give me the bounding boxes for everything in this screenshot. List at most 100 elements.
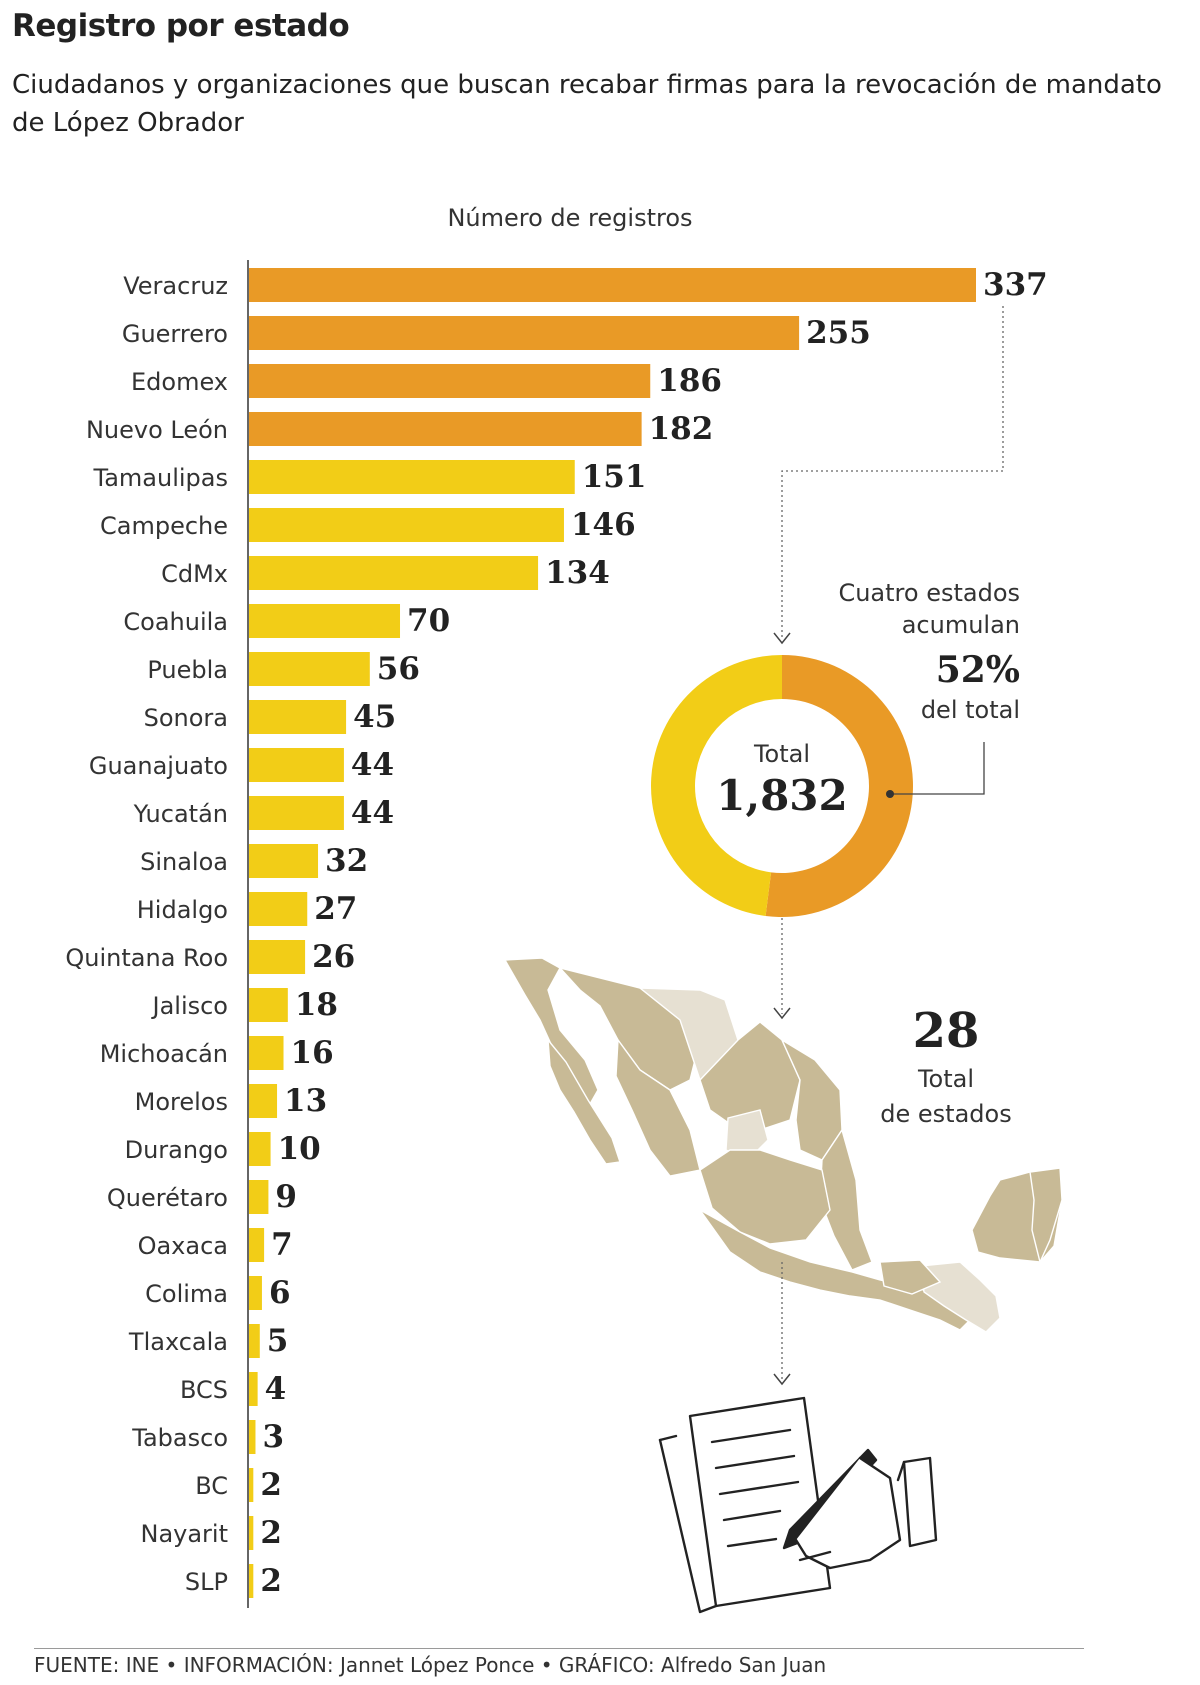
bar bbox=[249, 844, 319, 878]
bar bbox=[249, 1564, 254, 1598]
map-state-shape bbox=[879, 1259, 942, 1295]
callout-leader-line bbox=[886, 742, 985, 798]
bar bbox=[249, 316, 800, 350]
bar bbox=[249, 460, 575, 494]
category-label: Sinaloa bbox=[140, 848, 228, 876]
category-label: BCS bbox=[180, 1376, 228, 1404]
bar bbox=[249, 508, 564, 542]
chart-title: Registro por estado bbox=[12, 8, 350, 44]
value-label: 5 bbox=[267, 1323, 289, 1359]
callout-line-2: acumulan bbox=[902, 611, 1020, 639]
bar bbox=[249, 1372, 258, 1406]
value-label: 3 bbox=[262, 1419, 284, 1455]
total-donut bbox=[650, 655, 913, 917]
map-state-shape bbox=[547, 1037, 621, 1165]
category-label: Campeche bbox=[100, 512, 228, 540]
category-label: Coahuila bbox=[123, 608, 228, 636]
category-label: Tabasco bbox=[131, 1424, 228, 1452]
value-label: 182 bbox=[649, 411, 714, 447]
category-label: SLP bbox=[185, 1568, 228, 1596]
chart-subtitle: Ciudadanos y organizaciones que buscan r… bbox=[12, 70, 1162, 138]
bar bbox=[249, 556, 539, 590]
category-label: CdMx bbox=[161, 560, 228, 588]
map-state-shape bbox=[919, 1261, 1001, 1333]
value-label: 6 bbox=[269, 1275, 291, 1311]
category-label: Querétaro bbox=[107, 1184, 228, 1212]
donut-center-label: Total bbox=[753, 740, 810, 768]
bar bbox=[249, 1468, 254, 1502]
category-label: Sonora bbox=[144, 704, 228, 732]
signing-document-icon bbox=[658, 1396, 938, 1614]
category-label: Nuevo León bbox=[86, 416, 228, 444]
bar bbox=[249, 1180, 269, 1214]
category-label: Hidalgo bbox=[137, 896, 228, 924]
callout-percent: 52% bbox=[936, 649, 1020, 691]
callout-line-1: Cuatro estados bbox=[838, 579, 1020, 607]
callout-tail: del total bbox=[921, 696, 1020, 724]
value-label: 27 bbox=[314, 891, 357, 927]
category-label: Edomex bbox=[131, 368, 228, 396]
x-axis-label: Número de registros bbox=[447, 204, 692, 232]
value-label: 337 bbox=[983, 267, 1048, 303]
value-label: 10 bbox=[278, 1131, 321, 1167]
mexico-map bbox=[503, 957, 1063, 1333]
bar bbox=[249, 1276, 262, 1310]
category-label: Tamaulipas bbox=[93, 464, 228, 492]
category-label: Veracruz bbox=[123, 272, 228, 300]
value-label: 4 bbox=[265, 1371, 287, 1407]
value-label: 32 bbox=[325, 843, 368, 879]
value-label: 2 bbox=[260, 1563, 282, 1599]
category-label: Nayarit bbox=[140, 1520, 228, 1548]
map-state-shape bbox=[699, 1149, 831, 1245]
category-label: BC bbox=[195, 1472, 228, 1500]
map-big-number: 28 bbox=[913, 1003, 980, 1059]
value-label: 7 bbox=[271, 1227, 293, 1263]
bar bbox=[249, 1420, 256, 1454]
map-caption-line-1: Total bbox=[917, 1065, 974, 1093]
value-label: 44 bbox=[351, 795, 394, 831]
bar bbox=[249, 940, 306, 974]
connector-bars-to-donut bbox=[781, 306, 1004, 640]
bar bbox=[249, 604, 401, 638]
value-label: 9 bbox=[275, 1179, 297, 1215]
category-label: Jalisco bbox=[150, 992, 228, 1020]
bar bbox=[249, 892, 308, 926]
category-label: Guanajuato bbox=[89, 752, 228, 780]
value-label: 70 bbox=[407, 603, 450, 639]
bar bbox=[249, 268, 976, 302]
arrow-head-icon bbox=[773, 632, 791, 645]
bar bbox=[249, 652, 370, 686]
bar bbox=[249, 1084, 278, 1118]
bar bbox=[249, 700, 347, 734]
bar bbox=[249, 1516, 254, 1550]
bar bbox=[249, 1036, 284, 1070]
category-label: Durango bbox=[125, 1136, 228, 1164]
category-label: Tlaxcala bbox=[128, 1328, 228, 1356]
bar bbox=[249, 796, 344, 830]
category-label: Michoacán bbox=[100, 1040, 228, 1068]
value-label: 13 bbox=[284, 1083, 327, 1119]
value-label: 45 bbox=[353, 699, 396, 735]
value-label: 2 bbox=[260, 1467, 282, 1503]
arrow-head-icon bbox=[773, 1007, 791, 1020]
category-label: Puebla bbox=[147, 656, 228, 684]
value-label: 151 bbox=[582, 459, 647, 495]
map-state-shape bbox=[699, 1021, 801, 1131]
category-label: Oaxaca bbox=[138, 1232, 228, 1260]
value-label: 16 bbox=[291, 1035, 334, 1071]
donut-slice-top4 bbox=[765, 655, 913, 917]
bar bbox=[249, 988, 288, 1022]
bar bbox=[249, 748, 344, 782]
value-label: 56 bbox=[377, 651, 420, 687]
category-label: Yucatán bbox=[133, 800, 228, 828]
bar bbox=[249, 364, 651, 398]
bar bbox=[249, 1132, 271, 1166]
map-state-shape bbox=[615, 1038, 701, 1177]
bar bbox=[249, 1324, 260, 1358]
donut-center-value: 1,832 bbox=[716, 771, 848, 820]
footer-rule bbox=[34, 1648, 1084, 1649]
category-label: Colima bbox=[145, 1280, 228, 1308]
value-label: 26 bbox=[312, 939, 355, 975]
bar bbox=[249, 412, 642, 446]
